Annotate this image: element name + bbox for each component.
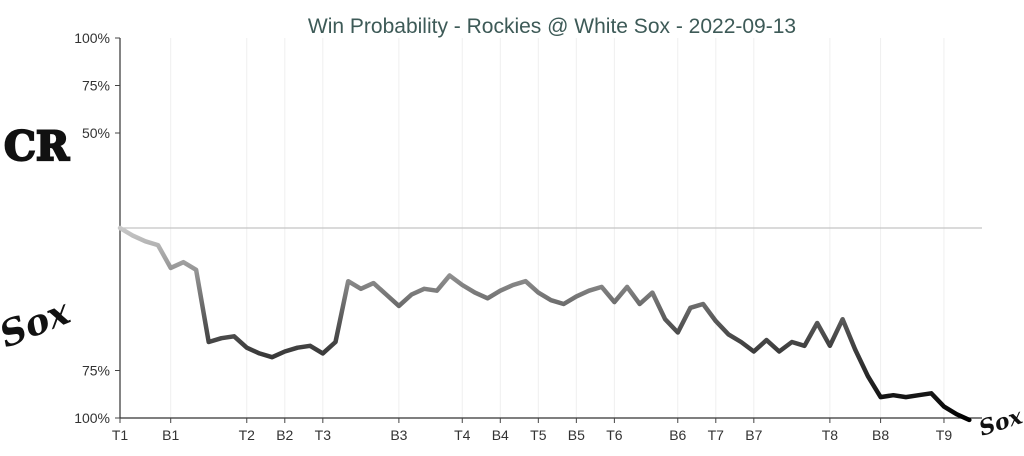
y-ticks: 100% 75% 50% 75% 100% [74,30,120,426]
end-marker-logo: Sox [976,403,1024,441]
x-tick-label: T3 [315,427,332,443]
y-tick-label: 75% [82,78,110,94]
x-tick-label: T7 [708,427,725,443]
top-team-logo-text: CR [4,123,70,170]
x-tick-label: T1 [112,427,129,443]
y-tick-label: 100% [74,30,110,46]
chart-title: Win Probability - Rockies @ White Sox - … [308,15,796,38]
x-tick-label: B1 [162,427,179,443]
x-tick-label: B2 [276,427,293,443]
x-tick-label: T9 [936,427,953,443]
x-tick-label: T4 [454,427,471,443]
end-marker-logo-text: Sox [976,403,1024,441]
x-ticks: T1 B1 T2 B2 T3 B3 T4 B4 T5 B5 T6 B6 T7 B7 T8 B8 T9 [112,418,953,443]
x-tick-label: B7 [745,427,762,443]
x-tick-label: B8 [872,427,889,443]
x-tick-label: T6 [606,427,623,443]
y-tick-label: 100% [74,410,110,426]
x-tick-label: T5 [530,427,547,443]
x-tick-label: T8 [822,427,839,443]
win-probability-line [117,225,972,423]
x-tick-label: B5 [568,427,585,443]
x-tick-label: B6 [669,427,686,443]
bottom-team-logo: Sox [0,290,76,356]
x-tick-label: B3 [390,427,407,443]
bottom-team-logo-text: Sox [0,290,76,356]
top-team-logo: CR [3,122,71,171]
axes [119,38,982,419]
x-tick-label: T2 [239,427,256,443]
y-tick-label: 75% [82,363,110,379]
series [117,225,972,423]
x-tick-label: B4 [492,427,509,443]
y-tick-label: 50% [82,125,110,141]
